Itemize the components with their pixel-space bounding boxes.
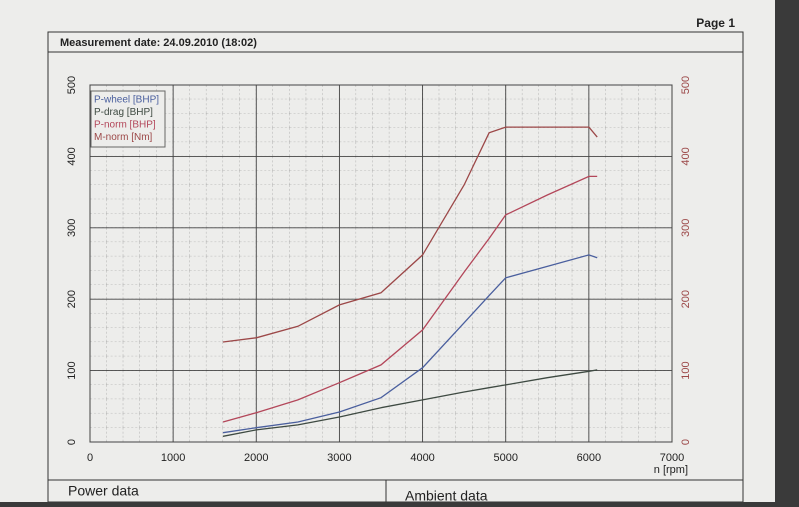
y2-tick-label: 300	[680, 219, 692, 237]
measurement-date: Measurement date: 24.09.2010 (18:02)	[60, 37, 257, 49]
section-title: Power data	[68, 483, 139, 499]
y-tick-label: 500	[66, 76, 78, 94]
section-title: Ambient data	[405, 488, 488, 502]
x-tick-label: 1000	[161, 452, 185, 464]
x-tick-label: 5000	[493, 452, 517, 464]
data-line	[222, 175, 598, 423]
legend-entry: M-norm [Nm]	[94, 132, 153, 143]
y2-tick-label: 200	[680, 290, 692, 308]
y2-tick-label: 400	[680, 147, 692, 165]
y-tick-label: 100	[66, 361, 78, 379]
x-tick-label: 3000	[327, 452, 351, 464]
legend	[90, 90, 166, 148]
y2-tick-label: 100	[680, 361, 692, 379]
legend-entry: P-wheel [BHP]	[94, 95, 159, 106]
x-tick-label: 4000	[410, 452, 434, 464]
y2-tick-label: 0	[680, 439, 692, 445]
legend-entry: P-norm [BHP]	[94, 120, 156, 131]
page-number: Page 1	[696, 16, 735, 30]
y-tick-label: 300	[66, 219, 78, 237]
data-line	[222, 369, 598, 437]
legend-entry: P-drag [BHP]	[94, 107, 153, 118]
y-tick-label: 0	[66, 439, 78, 445]
x-tick-label: 6000	[577, 452, 601, 464]
data-line	[222, 126, 598, 343]
x-tick-label: 2000	[244, 452, 268, 464]
y-tick-label: 400	[66, 147, 78, 165]
x-tick-label: 0	[87, 452, 93, 464]
data-line	[222, 254, 598, 434]
x-axis-label: n [rpm]	[654, 464, 688, 476]
x-tick-label: 7000	[660, 452, 684, 464]
y2-tick-label: 500	[680, 76, 692, 94]
plot-area	[89, 84, 673, 443]
y-tick-label: 200	[66, 290, 78, 308]
